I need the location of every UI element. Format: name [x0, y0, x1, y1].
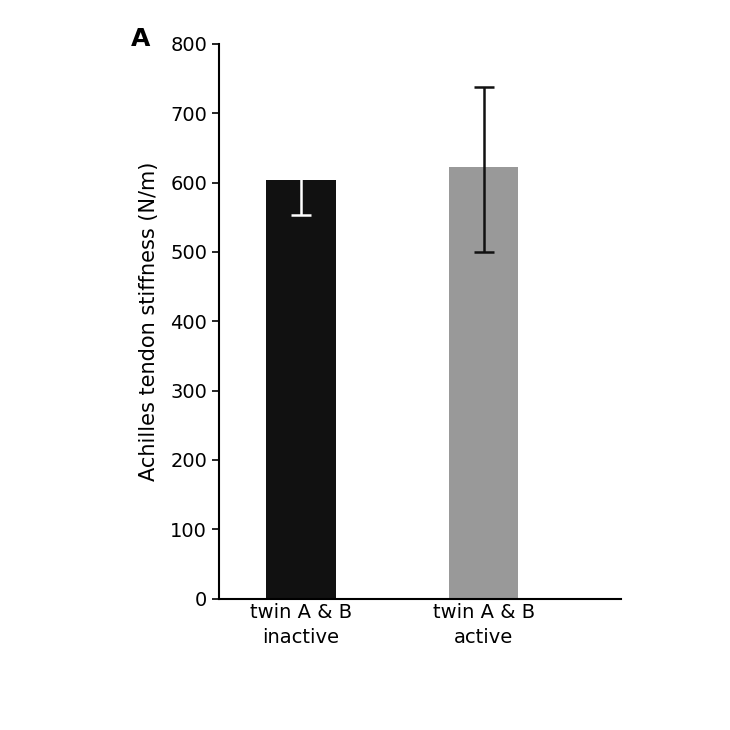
- Bar: [266, 180, 336, 599]
- Text: A: A: [131, 27, 150, 51]
- Y-axis label: Achilles tendon stiffness (N/m): Achilles tendon stiffness (N/m): [139, 161, 159, 481]
- Bar: [449, 167, 518, 599]
